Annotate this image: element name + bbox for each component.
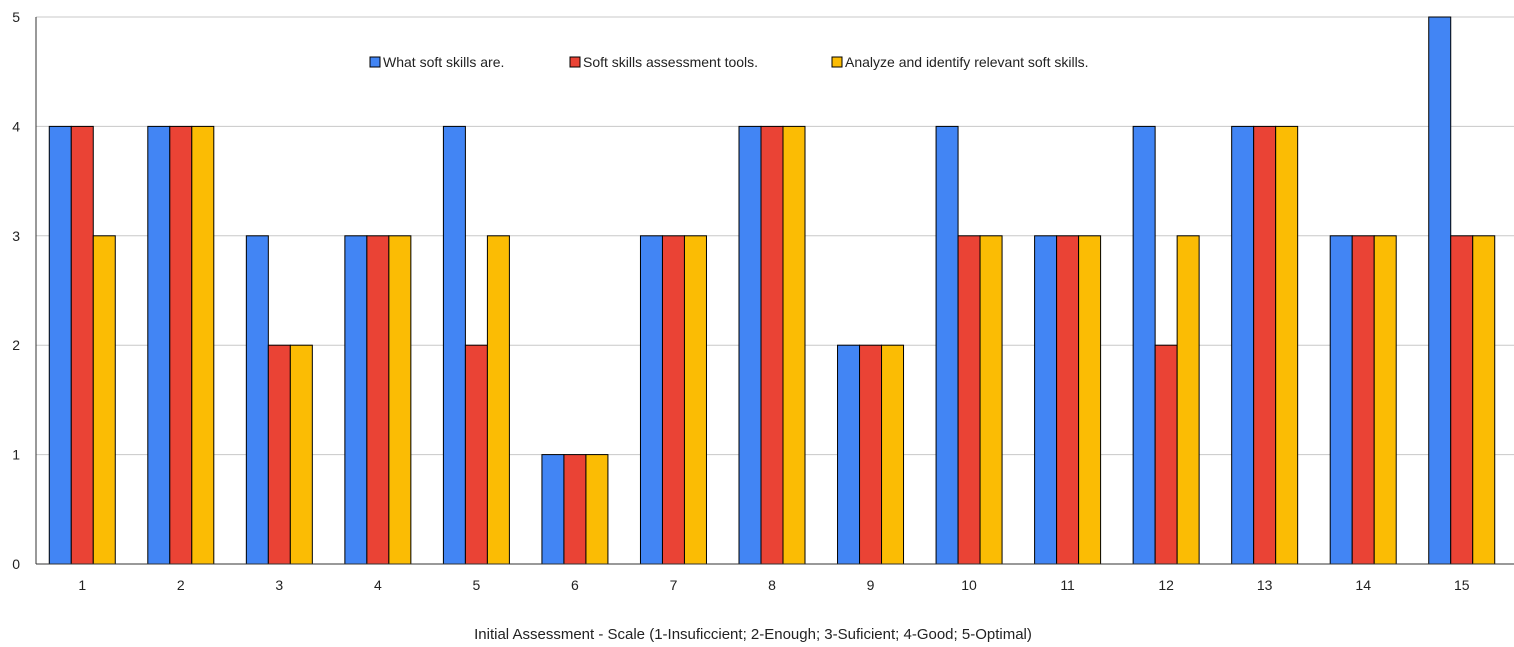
legend-label: Analyze and identify relevant soft skill…: [845, 54, 1089, 70]
bar: [70, 125, 94, 565]
bar: [267, 344, 291, 565]
bar: [760, 125, 784, 565]
x-tick-label: 3: [275, 577, 283, 593]
bar: [48, 125, 72, 565]
bar: [1450, 235, 1474, 565]
legend-label: Soft skills assessment tools.: [583, 54, 758, 70]
y-axis-ticks: 0 1 2 3 4 5: [12, 9, 20, 572]
legend-swatch: [569, 56, 581, 68]
bar: [1154, 344, 1178, 565]
bar: [935, 125, 959, 565]
bar: [957, 235, 981, 565]
bar: [1132, 125, 1156, 565]
bar: [169, 125, 193, 565]
x-tick-label: 11: [1060, 577, 1075, 593]
legend-swatch: [369, 56, 381, 68]
bar: [486, 235, 510, 565]
bar: [738, 125, 762, 565]
x-tick-label: 12: [1158, 577, 1174, 593]
bar: [388, 235, 412, 565]
y-tick-label: 1: [12, 447, 20, 463]
bar: [1231, 125, 1255, 565]
bar: [464, 344, 488, 565]
y-tick-label: 2: [12, 337, 20, 353]
legend-swatch: [831, 56, 843, 68]
x-tick-label: 5: [473, 577, 481, 593]
x-tick-label: 4: [374, 577, 382, 593]
x-tick-label: 8: [768, 577, 776, 593]
bar: [881, 344, 905, 565]
bar: [837, 344, 861, 565]
bar: [366, 235, 390, 565]
y-tick-label: 5: [12, 9, 20, 25]
x-axis-title: Initial Assessment - Scale (1-Insuficcie…: [474, 626, 1032, 643]
x-axis-ticks: 1 2 3 4 5 6 7 8 9 10 11 12 13 14 15: [78, 577, 1469, 593]
bar: [1078, 235, 1102, 565]
bar: [661, 235, 685, 565]
bar: [1056, 235, 1080, 565]
bar: [859, 344, 883, 565]
bar: [289, 344, 313, 565]
bar: [1428, 16, 1452, 565]
bar: [1329, 235, 1353, 565]
legend-label: What soft skills are.: [383, 54, 504, 70]
bar: [683, 235, 707, 565]
bar: [1351, 235, 1375, 565]
bar: [563, 454, 587, 565]
x-axis: [35, 17, 1514, 565]
y-tick-label: 3: [12, 228, 20, 244]
legend: What soft skills are. Soft skills assessm…: [369, 54, 1089, 70]
bar: [782, 125, 806, 565]
bar: [147, 125, 171, 565]
x-tick-label: 7: [670, 577, 678, 593]
bars: [48, 16, 1496, 565]
x-tick-label: 10: [961, 577, 977, 593]
bar: [1275, 125, 1299, 565]
x-tick-label: 6: [571, 577, 579, 593]
bar: [979, 235, 1003, 565]
bar: [92, 235, 116, 565]
x-tick-label: 15: [1454, 577, 1470, 593]
bar: [1034, 235, 1058, 565]
bar: [442, 125, 466, 565]
bar: [1253, 125, 1277, 565]
y-tick-label: 0: [12, 556, 20, 572]
bar: [1472, 235, 1496, 565]
x-tick-label: 13: [1257, 577, 1273, 593]
x-tick-label: 1: [78, 577, 86, 593]
y-tick-label: 4: [12, 118, 20, 134]
bar: [639, 235, 663, 565]
x-tick-label: 2: [177, 577, 185, 593]
bar: [344, 235, 368, 565]
bar: [585, 454, 609, 565]
bar: [191, 125, 215, 565]
bar: [245, 235, 269, 565]
bar: [1176, 235, 1200, 565]
bar: [1373, 235, 1397, 565]
bar: [541, 454, 565, 565]
x-tick-label: 9: [867, 577, 875, 593]
x-tick-label: 14: [1355, 577, 1371, 593]
